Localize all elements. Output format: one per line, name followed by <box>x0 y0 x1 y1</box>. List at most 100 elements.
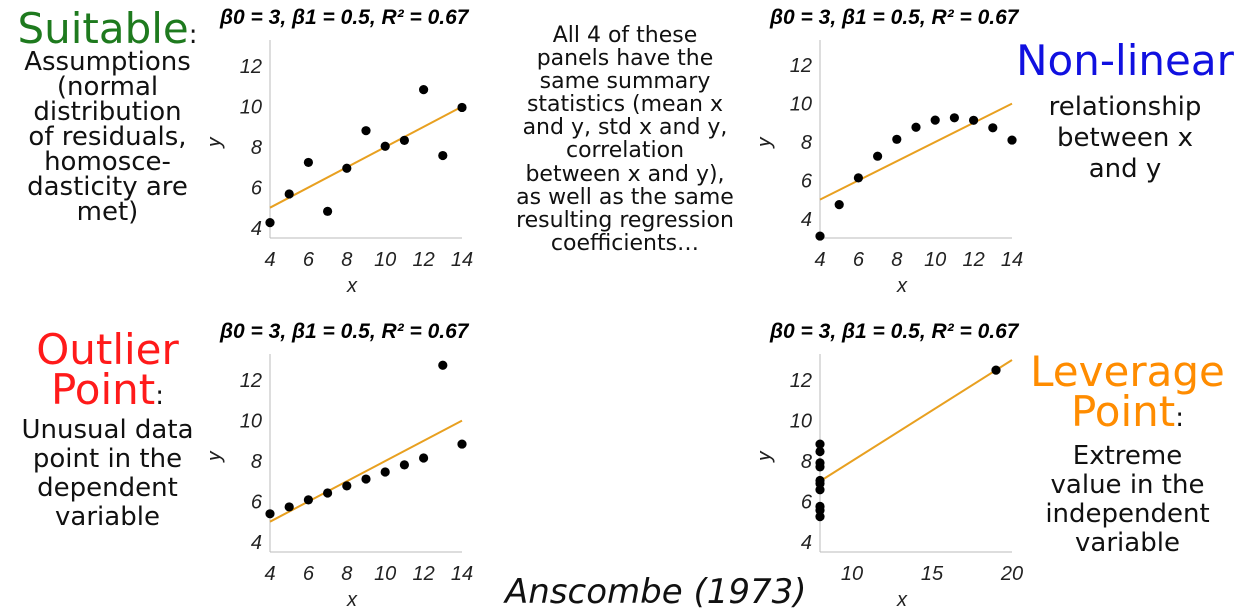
summary-text: All 4 of these panels have the same summ… <box>490 24 760 255</box>
x-tick-label: 6 <box>303 249 315 271</box>
y-tick-label: 8 <box>251 137 262 159</box>
x-tick-label: 8 <box>891 249 902 271</box>
data-point <box>815 446 825 457</box>
y-axis-label: y <box>210 449 225 464</box>
y-tick-label: 10 <box>240 97 262 119</box>
x-tick-label: 14 <box>1001 249 1023 271</box>
y-tick-label: 12 <box>790 370 812 392</box>
summary-line: same summary <box>539 69 711 95</box>
summary-line: between x and y), <box>525 161 725 187</box>
leverage-heading-line: Point <box>1070 387 1176 436</box>
data-point <box>399 460 409 470</box>
y-tick-label: 6 <box>801 491 813 513</box>
x-tick-label: 14 <box>451 249 473 271</box>
data-point <box>834 199 844 210</box>
leverage-label: Leverage Point: Extreme value in the ind… <box>1015 347 1240 558</box>
x-axis-label: x <box>896 275 908 297</box>
data-point <box>949 113 959 123</box>
x-tick-label: 4 <box>264 249 275 271</box>
outlier-body-line: point in the <box>32 444 183 474</box>
x-tick-label: 10 <box>374 563 396 585</box>
y-tick-label: 10 <box>790 411 812 433</box>
y-axis-label: y <box>760 135 775 150</box>
y-tick-label: 4 <box>801 209 812 231</box>
scatter-panel-suitable: β0 = 3, β1 = 0.5, R² = 0.674 6 8 10 12 144681… <box>210 6 473 297</box>
outlier-body-line: Unusual data <box>21 415 194 445</box>
data-point <box>988 123 998 133</box>
chart-title: β0 = 3, β1 = 0.5, R² = 0.67 <box>219 6 470 29</box>
data-point <box>342 481 352 491</box>
y-tick-label: 4 <box>251 218 262 240</box>
x-tick-label: 6 <box>303 563 315 585</box>
nonlinear-body-line: relationship <box>1048 92 1202 122</box>
data-point <box>853 173 863 183</box>
data-point <box>399 135 409 145</box>
x-tick-label: 20 <box>1000 563 1023 585</box>
leverage-body: Extreme value in the independent variabl… <box>1015 442 1240 558</box>
x-axis-label: x <box>896 589 908 611</box>
data-point <box>380 467 390 477</box>
leverage-colon: : <box>1175 403 1185 433</box>
data-point <box>815 501 825 511</box>
data-point <box>911 122 921 132</box>
suitable-colon: : <box>188 20 198 50</box>
y-tick-label: 4 <box>251 532 262 554</box>
y-tick-label: 10 <box>240 411 262 433</box>
suitable-body-line: distribution <box>33 97 182 127</box>
x-tick-label: 12 <box>412 563 434 585</box>
citation: Anscombe (1973) <box>505 572 807 612</box>
y-tick-label: 4 <box>801 532 812 554</box>
data-point <box>323 488 333 498</box>
x-tick-label: 8 <box>341 563 352 585</box>
data-point <box>419 85 429 95</box>
data-point <box>457 439 467 449</box>
data-point <box>380 141 390 151</box>
data-point <box>457 102 467 113</box>
x-tick-label: 15 <box>921 563 944 585</box>
summary-line: correlation <box>565 138 685 164</box>
nonlinear-body-line: between x <box>1056 123 1194 153</box>
y-tick-label: 8 <box>801 132 812 154</box>
data-point <box>323 206 333 216</box>
data-point <box>342 163 352 173</box>
y-tick-label: 6 <box>251 491 263 513</box>
data-point <box>265 218 275 228</box>
chart-title: β0 = 3, β1 = 0.5, R² = 0.67 <box>769 6 1020 29</box>
leverage-body-line: value in the <box>1050 470 1205 500</box>
suitable-body: Assumptions (normal distribution of resi… <box>0 49 215 225</box>
outlier-label: Outlier Point: Unusual data point in the… <box>0 329 215 532</box>
x-tick-label: 12 <box>412 249 434 271</box>
leverage-body-line: variable <box>1075 528 1180 558</box>
x-tick-label: 12 <box>962 249 984 271</box>
nonlinear-heading: Non-linear <box>1016 36 1234 85</box>
data-point <box>969 115 979 125</box>
data-point <box>815 475 825 486</box>
outlier-colon: : <box>155 381 165 411</box>
y-tick-label: 12 <box>240 56 262 78</box>
x-tick-label: 10 <box>924 249 946 271</box>
y-axis-label: y <box>210 135 225 150</box>
y-axis-label: y <box>760 449 775 464</box>
summary-line: statistics (mean x <box>526 92 724 118</box>
x-tick-label: 4 <box>264 563 275 585</box>
x-tick-label: 10 <box>374 249 396 271</box>
outlier-body: Unusual data point in the dependent vari… <box>0 416 215 532</box>
leverage-heading-line: Leverage <box>1030 347 1225 396</box>
suitable-body-line: (normal <box>56 72 159 102</box>
data-point <box>892 134 902 144</box>
data-point <box>930 115 940 125</box>
regression-line <box>269 419 463 523</box>
nonlinear-body: relationship between x and y <box>1010 92 1240 185</box>
x-tick-label: 8 <box>341 249 352 271</box>
leverage-body-line: independent <box>1045 499 1210 529</box>
x-axis-label: x <box>346 589 358 611</box>
y-tick-label: 12 <box>240 370 262 392</box>
data-point <box>303 495 313 505</box>
data-point <box>361 126 371 136</box>
nonlinear-label: Non-linear relationship between x and y <box>1010 40 1240 185</box>
x-tick-label: 14 <box>451 563 473 585</box>
data-point <box>438 150 448 161</box>
nonlinear-body-line: and y <box>1088 154 1162 184</box>
scatter-panel-outlier: β0 = 3, β1 = 0.5, R² = 0.674 6 8 10 12 144681… <box>210 320 473 611</box>
data-point <box>815 439 825 449</box>
